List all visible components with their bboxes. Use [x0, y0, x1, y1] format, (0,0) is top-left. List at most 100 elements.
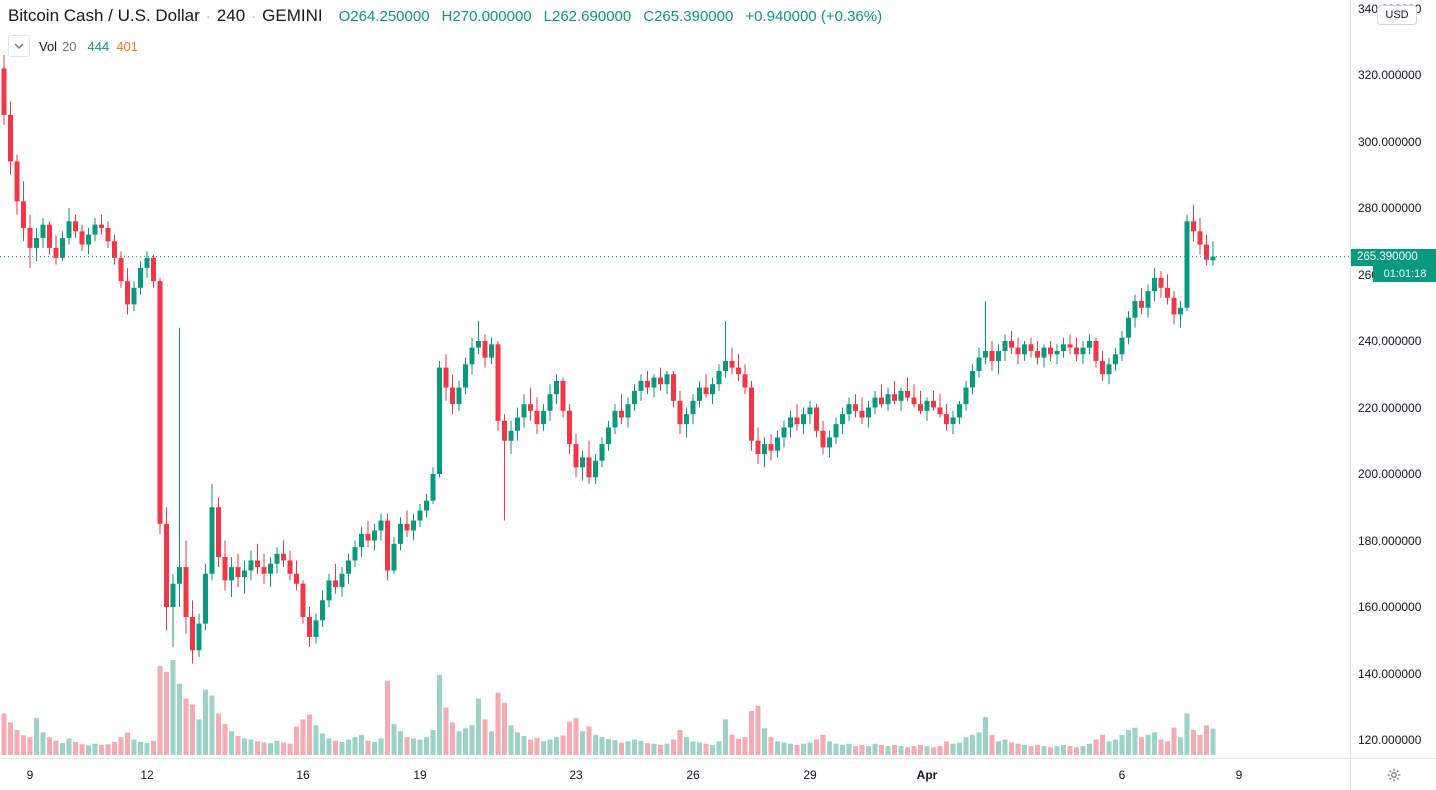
volume-bar	[151, 740, 156, 755]
volume-bar	[1074, 747, 1079, 755]
candle	[1015, 337, 1021, 365]
ohlc-change: +0.940000 (+0.36%)	[745, 8, 883, 25]
chart-pane[interactable]: Bitcoin Cash / U.S. Dollar · 240 · GEMIN…	[0, 0, 1350, 758]
candle	[112, 234, 117, 265]
candle	[729, 347, 735, 375]
candle	[508, 420, 514, 455]
candle	[281, 540, 286, 568]
volume-bar	[859, 744, 865, 755]
candlestick-chart[interactable]	[0, 0, 1350, 758]
time-axis-label: 19	[413, 768, 427, 782]
volume-series	[1, 660, 1216, 755]
volume-bar	[333, 740, 338, 755]
price-axis-label: 300.000000	[1358, 134, 1422, 149]
candle	[983, 301, 988, 365]
candle	[333, 563, 338, 594]
price-axis[interactable]: USD 265.390000 01:01:18 340.000000320.00…	[1350, 0, 1436, 758]
candle	[879, 384, 884, 408]
candle	[1139, 287, 1144, 315]
candle	[768, 434, 774, 461]
currency-unit-button[interactable]: USD	[1377, 5, 1417, 25]
volume-bar	[1100, 734, 1105, 755]
candle	[567, 404, 572, 455]
volume-bar	[957, 742, 962, 755]
candle	[196, 613, 202, 657]
candle	[794, 404, 800, 431]
volume-bar	[807, 742, 813, 755]
time-axis-label: 16	[296, 768, 310, 782]
candle	[8, 101, 13, 175]
volume-bar	[606, 738, 611, 755]
chart-settings-button[interactable]	[1384, 765, 1404, 785]
volume-bar	[235, 736, 241, 755]
candle	[742, 364, 748, 395]
exchange-label[interactable]: GEMINI	[262, 6, 323, 25]
candle	[385, 513, 390, 581]
candle	[528, 387, 533, 421]
candle	[807, 400, 813, 425]
volume-indicator-length: 20	[62, 38, 77, 54]
legend: Bitcoin Cash / U.S. Dollar · 240 · GEMIN…	[8, 6, 882, 57]
volume-bar	[1009, 742, 1014, 755]
candle	[1106, 357, 1112, 385]
candle	[183, 540, 189, 634]
price-axis-label: 180.000000	[1358, 533, 1422, 548]
candle	[931, 390, 936, 411]
volume-bar	[1132, 727, 1138, 755]
volume-bar	[404, 737, 410, 755]
volume-bar	[170, 660, 176, 755]
volume-bar	[157, 665, 163, 755]
volume-indicator-label[interactable]: Vol	[39, 38, 58, 54]
volume-ma-value: 401	[116, 38, 138, 54]
volume-bar	[476, 698, 481, 755]
gear-icon	[1387, 768, 1400, 781]
candle	[144, 251, 150, 278]
candle	[79, 224, 85, 252]
time-axis-label: 29	[803, 768, 817, 782]
legend-collapse-button[interactable]	[8, 35, 30, 57]
candle	[580, 450, 585, 481]
candle	[593, 454, 598, 484]
volume-bar	[372, 741, 377, 755]
volume-bar	[515, 732, 520, 755]
volume-bar	[651, 743, 657, 755]
candle	[92, 217, 98, 242]
candle	[476, 321, 481, 355]
volume-bar	[911, 746, 917, 755]
candle	[1022, 341, 1027, 361]
symbol-title[interactable]: Bitcoin Cash / U.S. Dollar	[8, 6, 200, 25]
candle	[105, 221, 111, 248]
volume-bar	[417, 739, 423, 755]
candle	[950, 410, 956, 435]
volume-bar	[261, 742, 267, 755]
candle	[469, 337, 475, 375]
volume-bar	[625, 741, 631, 755]
volume-bar	[827, 741, 832, 755]
time-axis[interactable]: 9 12 16 19 23 26 29 Apr 6 9	[0, 758, 1350, 790]
candle	[424, 493, 429, 518]
volume-bar	[196, 719, 202, 755]
volume-bar	[684, 737, 689, 755]
volume-bar	[833, 743, 839, 755]
interval-label[interactable]: 240	[216, 6, 246, 25]
candle	[157, 277, 163, 534]
candle	[710, 377, 715, 405]
candle	[359, 527, 364, 558]
volume-bar	[47, 737, 52, 755]
candle	[1204, 234, 1209, 266]
candle	[924, 397, 930, 421]
candle	[1191, 204, 1196, 242]
volume-bar	[216, 713, 221, 755]
candle	[645, 370, 650, 395]
candle	[749, 380, 754, 451]
volume-bar	[944, 741, 949, 755]
volume-bar	[326, 738, 332, 755]
candle	[1061, 337, 1066, 358]
candle	[1165, 274, 1170, 305]
volume-bar	[742, 737, 748, 755]
volume-bar	[118, 737, 124, 755]
candle	[138, 261, 143, 295]
candle	[1100, 350, 1105, 381]
volume-bar	[989, 734, 995, 755]
